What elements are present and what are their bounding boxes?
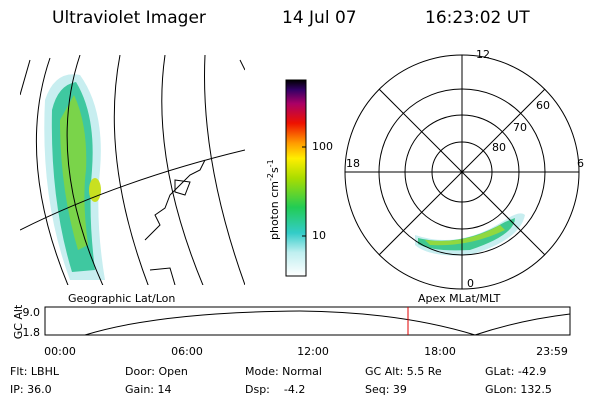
- colorbar-label: photon cm-2s-1: [266, 159, 282, 240]
- status-field: GLon: 132.5: [485, 383, 552, 396]
- colorbar: [285, 79, 307, 277]
- lat-label: 80: [492, 141, 506, 154]
- right-title: Apex MLat/MLT: [418, 292, 501, 305]
- label-exp: -1: [266, 159, 275, 167]
- status-field: Mode: Normal: [245, 365, 322, 378]
- status-field: Gain: 14: [125, 383, 172, 396]
- y-label: GC Alt: [12, 304, 25, 339]
- altitude-plot: Geographic Lat/Lon Apex MLat/MLT GC Alt …: [12, 292, 571, 358]
- status-field: Dsp: -4.2: [245, 383, 305, 396]
- title: Ultraviolet Imager: [52, 8, 206, 28]
- y-tick-label: 9.0: [23, 306, 41, 319]
- status-field: IP: 36.0: [10, 383, 52, 396]
- mlt-label: 12: [476, 48, 490, 61]
- x-tick-label: 23:59: [536, 345, 568, 358]
- time: 16:23:02 UT: [425, 8, 530, 28]
- colorbar-tick-label: 100: [312, 140, 333, 153]
- left-title: Geographic Lat/Lon: [68, 292, 175, 305]
- mlt-label: 0: [467, 277, 474, 290]
- mlt-label: 6: [577, 157, 584, 170]
- colorbar-tick-label: 10: [312, 229, 326, 242]
- status-block: Flt: LBHL Door: Open Mode: Normal GC Alt: 5…: [10, 365, 552, 396]
- status-field: GC Alt: 5.5 Re: [365, 365, 442, 378]
- status-field: GLat: -42.9: [485, 365, 546, 378]
- mlt-label: 18: [346, 157, 360, 170]
- status-field: Door: Open: [125, 365, 188, 378]
- x-tick-label: 18:00: [424, 345, 456, 358]
- geographic-map: [20, 55, 245, 285]
- label-text: photon cm: [268, 181, 281, 240]
- x-tick-label: 12:00: [297, 345, 329, 358]
- x-tick-label: 00:00: [44, 345, 76, 358]
- label-exp: -2: [266, 173, 275, 181]
- label-text: s: [268, 167, 281, 173]
- lat-label: 70: [513, 121, 527, 134]
- x-tick-label: 06:00: [171, 345, 203, 358]
- lat-label: 60: [536, 99, 550, 112]
- status-field: Seq: 39: [365, 383, 407, 396]
- polar-plot: 12 18 6 0 60 70 80: [344, 48, 584, 290]
- status-field: Flt: LBHL: [10, 365, 60, 378]
- date: 14 Jul 07: [282, 8, 357, 28]
- y-tick-label: 1.8: [23, 326, 41, 339]
